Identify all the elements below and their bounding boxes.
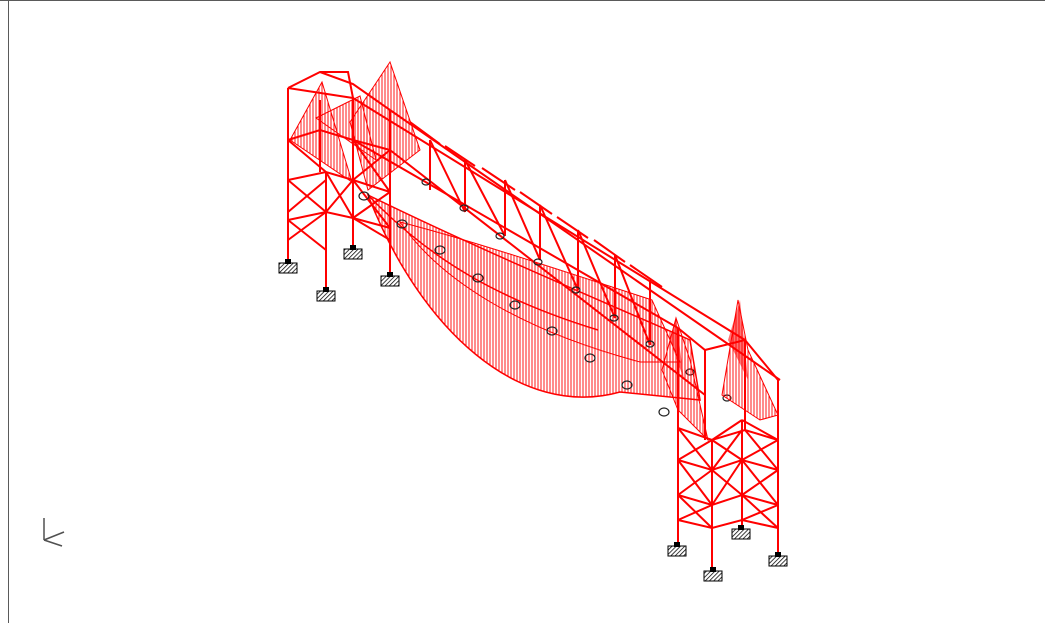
- right-tower-moment-diagrams: [661, 299, 779, 442]
- fixed-support-icon: [731, 525, 751, 540]
- left-tower-moment-diagrams: [289, 60, 421, 191]
- supports: [278, 245, 788, 582]
- fixed-support-icon: [667, 542, 687, 557]
- fixed-support-icon: [703, 567, 723, 582]
- cable-nodes: [358, 178, 732, 417]
- viewport-frame-top: [0, 0, 1045, 1]
- fixed-support-icon: [380, 272, 400, 287]
- left-tower: [287, 71, 391, 290]
- axis-triad-icon: [43, 518, 65, 547]
- fixed-support-icon: [316, 287, 336, 302]
- viewport-frame-left: [8, 0, 9, 623]
- cable-force-diagram: [366, 193, 701, 401]
- fixed-support-icon: [768, 552, 788, 567]
- fixed-support-icon: [343, 245, 363, 260]
- fixed-support-icon: [278, 259, 298, 274]
